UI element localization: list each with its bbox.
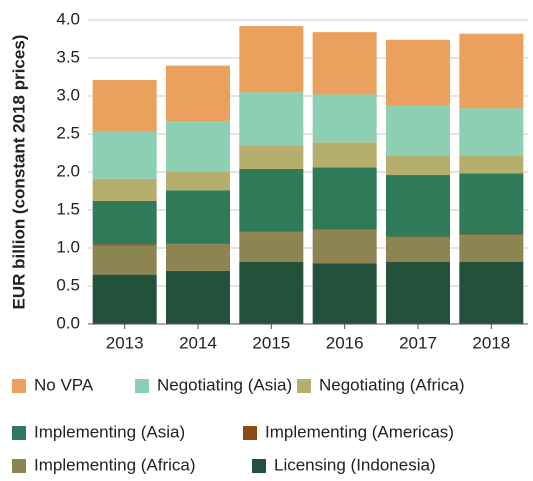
bar-segment: [312, 229, 377, 264]
bar-segment: [386, 261, 450, 324]
bar-segment: [312, 142, 377, 168]
legend-swatch: [297, 379, 311, 393]
legend-swatch: [252, 459, 266, 473]
x-tick-label: 2018: [472, 333, 510, 352]
bar-segment: [386, 39, 450, 106]
bar-segment: [239, 92, 304, 146]
y-tick-label: 1.0: [56, 237, 80, 256]
y-tick-label: 3.0: [56, 85, 80, 104]
bar-segment: [92, 274, 157, 324]
y-tick-label: 0.5: [56, 275, 80, 294]
legend-label: Negotiating (Africa): [319, 375, 465, 394]
bar-segment: [92, 245, 157, 275]
legend-label: Implementing (Africa): [34, 455, 196, 474]
bar-segment: [386, 155, 450, 176]
bar-segment: [92, 130, 157, 179]
bar-segment: [92, 200, 157, 245]
bar-segment: [459, 235, 524, 262]
bar-segment: [459, 234, 524, 236]
x-tick-label: 2017: [399, 333, 437, 352]
bar-segment: [92, 244, 157, 246]
y-tick-label: 0.0: [56, 313, 80, 332]
bar-segment: [386, 175, 450, 237]
bar-segment: [459, 261, 524, 324]
bar-segment: [92, 178, 157, 201]
y-axis-label: EUR billion (constant 2018 prices): [9, 35, 28, 310]
y-tick-label: 2.0: [56, 161, 80, 180]
legend-swatch: [135, 379, 149, 393]
legend-swatch: [243, 426, 257, 440]
bar-segment: [459, 108, 524, 156]
legend-swatch: [12, 426, 26, 440]
bar-segment: [239, 232, 304, 262]
legend-label: No VPA: [34, 375, 94, 394]
x-tick-label: 2014: [179, 333, 217, 352]
bar-segment: [239, 145, 304, 169]
bar-segment: [166, 65, 230, 122]
bar-segment: [386, 236, 450, 238]
bar-segment: [312, 94, 377, 143]
bar-segment: [166, 243, 230, 245]
bar-segment: [312, 32, 377, 95]
bar-segment: [312, 263, 377, 324]
y-tick-label: 4.0: [56, 9, 80, 28]
x-tick-label: 2016: [326, 333, 364, 352]
legend-swatch: [12, 379, 26, 393]
legend-label: Negotiating (Asia): [157, 375, 292, 394]
bar-segment: [386, 105, 450, 156]
bar-segment: [459, 155, 524, 174]
bar-segment: [166, 121, 230, 172]
y-tick-label: 3.5: [56, 47, 80, 66]
bar-segment: [459, 33, 524, 109]
legend-label: Licensing (Indonesia): [274, 455, 436, 474]
bar-segment: [312, 167, 377, 229]
x-tick-label: 2015: [252, 333, 290, 352]
x-tick-label: 2013: [106, 333, 144, 352]
bar-segment: [166, 270, 230, 324]
bar-segment: [92, 80, 157, 131]
bar-segment: [239, 261, 304, 324]
bar-segment: [312, 229, 377, 230]
legend-label: Implementing (Asia): [34, 422, 185, 441]
bar-segment: [166, 244, 230, 271]
bar-segment: [239, 231, 304, 233]
y-tick-label: 1.5: [56, 199, 80, 218]
bar-segment: [459, 173, 524, 235]
bar-segment: [239, 26, 304, 93]
bar-segment: [166, 190, 230, 244]
bar-segment: [239, 168, 304, 232]
legend-label: Implementing (Americas): [265, 422, 454, 441]
y-tick-label: 2.5: [56, 123, 80, 142]
bar-segment: [386, 237, 450, 262]
legend-swatch: [12, 459, 26, 473]
bar-segment: [166, 171, 230, 191]
